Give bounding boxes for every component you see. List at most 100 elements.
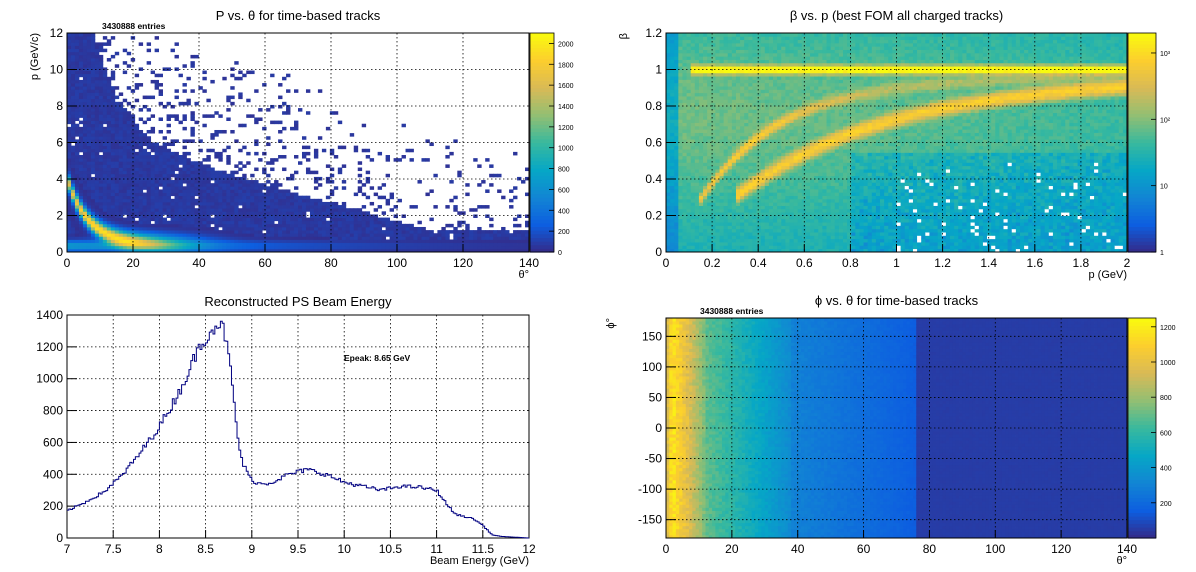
heatmap-cell [182,205,187,209]
heatmap-cell [740,162,745,167]
heatmap-cell [715,215,720,220]
heatmap-cell [118,161,124,165]
heatmap-cell [106,236,112,240]
heatmap-cell [70,104,76,109]
heatmap-cell [694,182,700,187]
heatmap-cell [768,155,774,160]
heatmap-cell [74,180,80,184]
heatmap-cell [214,248,219,253]
heatmap-cell [158,161,163,165]
heatmap-cell [525,245,530,250]
heatmap-cell [756,106,762,110]
heatmap-cell [86,236,92,240]
heatmap-cell [102,86,108,90]
heatmap-cell [94,186,100,190]
heatmap-cell [74,33,80,37]
heatmap-cell [393,205,398,209]
heatmap-cell [752,33,757,37]
heatmap-cell [748,198,753,203]
heatmap-cell [768,215,774,220]
heatmap-cell [707,76,712,80]
heatmap-cell [674,92,679,97]
heatmap-cell [760,218,766,223]
heatmap-cell [707,218,712,223]
heatmap-cell [756,112,762,117]
heatmap-cell [186,220,191,225]
heatmap-cell [94,183,100,187]
heatmap-cell [142,133,148,137]
heatmap-cell [150,248,156,253]
heatmap-cell [78,180,84,184]
heatmap-cell [162,245,167,250]
heatmap-cell [305,217,311,222]
heatmap-cell [94,98,100,103]
heatmap-cell [417,236,422,240]
heatmap-cell [246,245,251,250]
heatmap-cell [254,236,259,240]
heatmap-cell [146,95,152,100]
heatmap-cell [158,92,163,96]
heatmap-cell [413,205,418,209]
heatmap-cell [353,214,359,218]
heatmap-cell [744,169,749,173]
heatmap-cell [365,226,371,231]
heatmap-cell [670,225,675,230]
heatmap-cell [337,170,343,175]
heatmap-cell [234,183,239,187]
heatmap-cell [707,142,712,147]
heatmap-cell [341,205,347,209]
heatmap-cell [501,226,506,231]
heatmap-cell [345,217,351,222]
heatmap-cell [521,245,526,250]
heatmap-cell [262,83,267,87]
heatmap-cell [690,222,696,226]
heatmap-cell [214,189,219,193]
heatmap-cell [727,245,733,250]
heatmap-cell [719,245,725,250]
heatmap-cell [94,101,100,106]
heatmap-cell [756,149,762,153]
heatmap-cell [740,119,745,123]
heatmap-cell [98,211,104,215]
heatmap-cell [254,189,259,193]
heatmap-cell [740,152,745,157]
heatmap-cell [210,136,215,140]
heatmap-cell [723,99,729,104]
heatmap-cell [114,233,120,237]
heatmap-cell [485,214,490,218]
heatmap-cell [735,179,741,183]
heatmap-cell [254,142,259,147]
heatmap-cell [744,49,749,54]
heatmap-cell [98,205,104,209]
heatmap-cell [94,79,100,84]
heatmap-cell [365,239,371,244]
heatmap-cell [142,236,148,240]
heatmap-cell [94,170,100,175]
heatmap-cell [744,152,749,157]
heatmap-cell [393,214,398,218]
heatmap-cell [234,230,239,234]
heatmap-cell [114,158,120,162]
heatmap-cell [301,195,307,200]
heatmap-cell [134,201,140,206]
heatmap-cell [254,220,259,225]
heatmap-cell [262,211,267,215]
heatmap-cell [70,242,76,247]
heatmap-cell [686,238,692,243]
heatmap-cell [674,215,679,220]
colorbar-segment [530,222,554,228]
heatmap-cell [130,186,136,190]
heatmap-cell [138,211,144,215]
heatmap-cell [206,148,211,153]
heatmap-cell [134,167,140,172]
heatmap-cell [138,155,144,159]
heatmap-cell [242,239,247,244]
heatmap-cell [146,192,152,197]
heatmap-cell [122,170,128,175]
heatmap-cell [321,236,327,240]
heatmap-cell [756,242,762,246]
heatmap-cell [174,117,179,121]
heatmap-cell [719,39,725,44]
heatmap-cell [731,112,737,117]
heatmap-cell [206,170,211,175]
